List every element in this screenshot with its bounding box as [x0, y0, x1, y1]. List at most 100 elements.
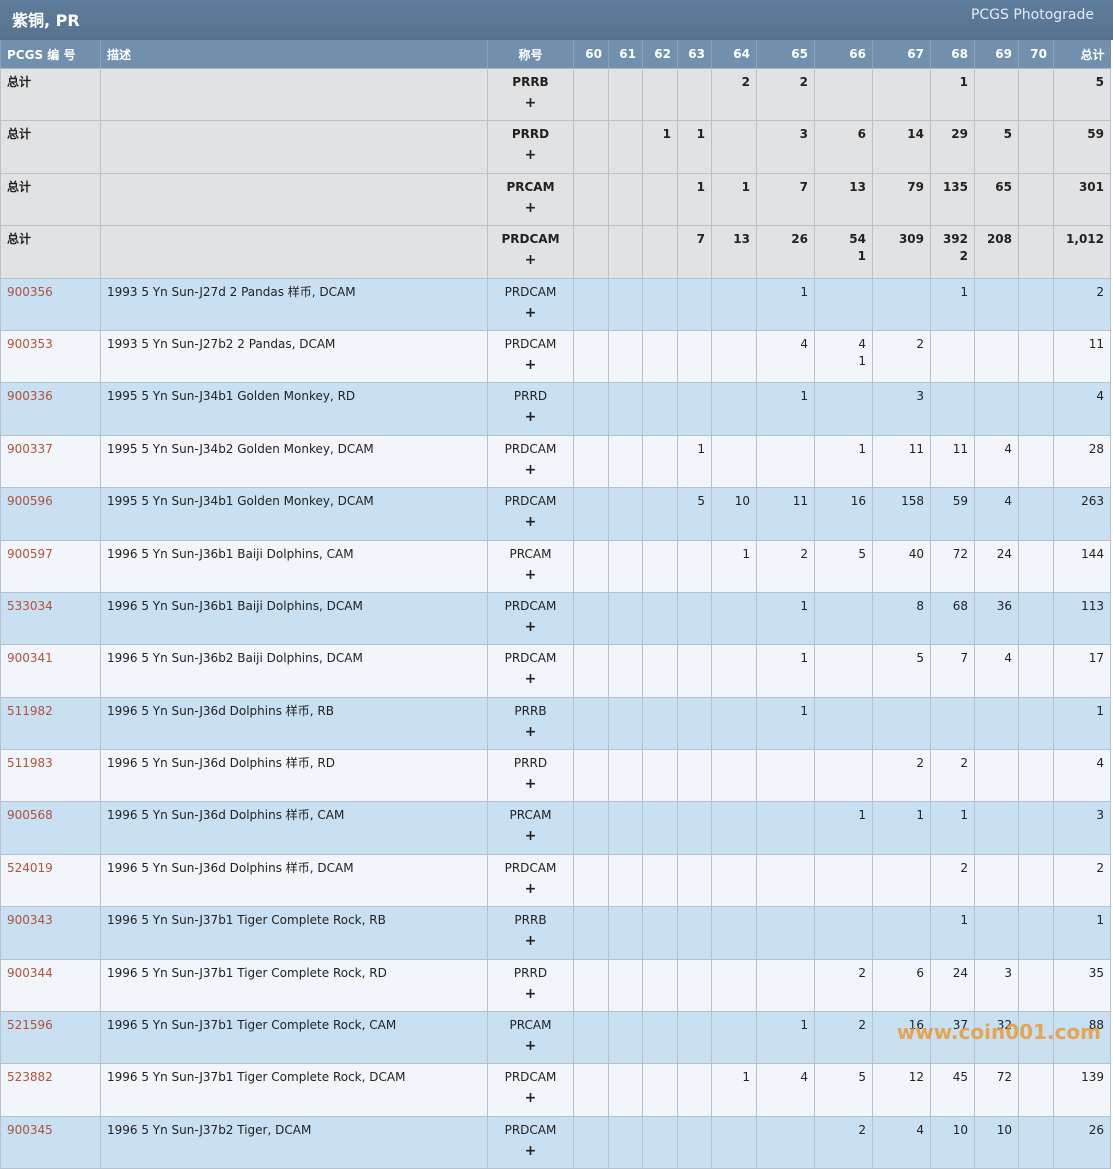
description-cell: 1996 5 Yn Sun-J36d Dolphins 样币, RD [100, 749, 488, 803]
grade-cell [711, 749, 757, 803]
expand-toggle[interactable]: + [524, 95, 537, 111]
expand-toggle[interactable]: + [524, 461, 537, 478]
grade-cell [1018, 591, 1054, 646]
expand-toggle[interactable]: + [524, 1090, 537, 1107]
designation-cell: PRDCAM + [487, 853, 574, 908]
grade-cell [1018, 539, 1054, 593]
pcgs-number[interactable]: 900337 [7, 441, 53, 456]
pcgs-number[interactable]: 900345 [7, 1122, 53, 1137]
grade-cell: 37 [930, 1011, 975, 1065]
grade-count: 26 [791, 232, 808, 247]
expand-toggle[interactable]: + [524, 147, 537, 164]
pcgs-number[interactable]: 900343 [7, 913, 53, 928]
grade-cell: 4 1 [814, 329, 873, 384]
id-cell: 900568 [0, 801, 101, 855]
photograde-link[interactable]: PCGS Photograde [970, 7, 1094, 23]
total-cell: 28 [1053, 434, 1111, 489]
designation: PRRB [512, 75, 549, 89]
grade-cell [1018, 120, 1054, 174]
grade-cell: 59 [930, 487, 975, 541]
expand-toggle[interactable]: + [524, 1038, 537, 1055]
grade-cell [677, 1011, 712, 1065]
pcgs-number[interactable]: 900568 [7, 808, 53, 823]
grade-cell: 4 [872, 1115, 931, 1169]
grade-cell: 2 [930, 853, 975, 908]
grade-cell [573, 67, 609, 122]
description-cell [100, 67, 488, 122]
grade-count: 5 [697, 494, 705, 509]
expand-toggle[interactable]: + [524, 252, 537, 269]
expand-toggle[interactable]: + [524, 514, 537, 531]
grade-cell [642, 1063, 678, 1117]
pcgs-number[interactable]: 511983 [7, 756, 53, 771]
grade-cell [1018, 906, 1054, 960]
description-cell: 1996 5 Yn Sun-J37b1 Tiger Complete Rock,… [100, 1063, 488, 1117]
pcgs-number[interactable]: 523882 [7, 1070, 53, 1085]
grade-cell: 3 [872, 382, 931, 436]
expand-toggle[interactable]: + [524, 985, 537, 1002]
grade-cell [642, 1115, 678, 1169]
grade-cell [814, 749, 873, 803]
grade-count: 12 [908, 1070, 924, 1085]
expand-toggle[interactable]: + [524, 671, 537, 688]
pcgs-number[interactable]: 900353 [7, 336, 53, 351]
grade-cell: 1 [930, 906, 975, 960]
grade-count: 11 [792, 494, 808, 509]
grade-cell: 5 [814, 1063, 873, 1117]
expand-toggle[interactable]: + [524, 1142, 537, 1159]
designation-cell: PRCAM + [487, 539, 574, 593]
grade-cell [677, 958, 712, 1013]
expand-toggle[interactable]: + [524, 776, 537, 793]
total-row: 总计 PRCAM +1 1 7 13 79 135 65 301 [0, 172, 1111, 227]
pcgs-number[interactable]: 511982 [7, 703, 53, 718]
total-count: 3 [1096, 808, 1104, 823]
designation: PRRD [513, 965, 548, 980]
expand-toggle[interactable]: + [524, 828, 537, 845]
expand-toggle[interactable]: + [524, 409, 537, 426]
expand-toggle[interactable]: + [524, 618, 537, 635]
total-count: 2 [1096, 284, 1104, 299]
total-label: 总计 [7, 127, 32, 142]
grade-count: 1 [960, 808, 968, 823]
grade-count: 65 [995, 179, 1012, 194]
expand-toggle[interactable]: + [524, 566, 537, 583]
designation-cell: PRRD + [487, 958, 574, 1013]
pcgs-number[interactable]: 900341 [7, 651, 53, 666]
grade-cell: 5 [677, 487, 712, 541]
grade-count: 1 [800, 598, 808, 613]
column-header: 总计 [1053, 40, 1111, 69]
expand-toggle[interactable]: + [524, 723, 537, 740]
grade-cell: 32 [974, 1011, 1019, 1065]
grade-cell [930, 696, 975, 751]
expand-toggle[interactable]: + [524, 199, 537, 216]
expand-toggle[interactable]: + [524, 933, 537, 950]
grade-cell [608, 225, 643, 279]
pcgs-number[interactable]: 900597 [7, 546, 53, 561]
grade-count: 2 [799, 75, 808, 89]
grade-count: 7 [960, 651, 968, 666]
pcgs-number[interactable]: 521596 [7, 1018, 53, 1033]
id-cell: 524019 [0, 853, 101, 908]
item-row: 523882 1996 5 Yn Sun-J37b1 Tiger Complete… [0, 1063, 1111, 1117]
grade-cell: 1 [814, 434, 873, 489]
grade-count: 2 [858, 965, 866, 980]
designation-cell: PRCAM + [487, 801, 574, 855]
expand-toggle[interactable]: + [524, 304, 537, 321]
designation: PRCAM [506, 179, 555, 194]
pcgs-number[interactable]: 524019 [7, 860, 53, 875]
expand-toggle[interactable]: + [524, 356, 537, 373]
pcgs-number[interactable]: 900356 [7, 284, 53, 299]
description: 1996 5 Yn Sun-J36d Dolphins 样币, RB [107, 703, 334, 718]
pcgs-number[interactable]: 900596 [7, 494, 53, 509]
grade-cell [1018, 434, 1054, 489]
expand-toggle[interactable]: + [524, 880, 537, 897]
grade-cell: 11 [930, 434, 975, 489]
grade-cell [711, 329, 757, 384]
pcgs-number[interactable]: 533034 [7, 598, 53, 613]
grade-cell [642, 1011, 678, 1065]
total-count: 26 [1088, 1122, 1104, 1137]
pcgs-number[interactable]: 900344 [7, 965, 53, 980]
grade-cell [711, 382, 757, 436]
pcgs-number[interactable]: 900336 [7, 389, 53, 404]
designation-cell: PRDCAM + [487, 487, 574, 541]
